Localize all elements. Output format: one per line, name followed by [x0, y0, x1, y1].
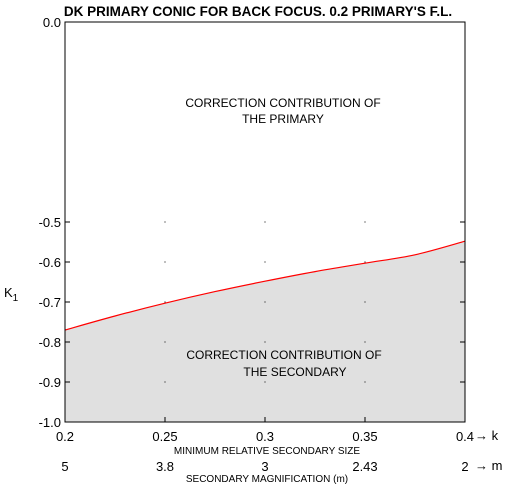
grid-dot [264, 221, 266, 223]
x2-axis-ticks: 5 3.8 3 2.43 2 [61, 459, 468, 474]
y-tick-label: 0.0 [43, 15, 61, 30]
x2-tick-label: 2 [461, 459, 468, 474]
grid-dot [164, 341, 166, 343]
grid-dot [164, 261, 166, 263]
y-tick-label: -0.5 [39, 215, 61, 230]
k1-curve-line [64, 240, 466, 331]
x-tick-label: 0.3 [256, 429, 274, 444]
grid-dot [364, 341, 366, 343]
x-axis-ticks: 0.2 0.25 0.3 0.35 0.4 [56, 417, 474, 444]
grid-dot [264, 261, 266, 263]
y-tick-label: -0.7 [39, 295, 61, 310]
primary-annotation-line2: THE PRIMARY [242, 112, 324, 126]
grid-dots [164, 221, 366, 383]
grid-dot [364, 381, 366, 383]
secondary-annotation-line1: CORRECTION CONTRIBUTION OF [186, 348, 381, 362]
x2-tick-label: 3.8 [156, 459, 174, 474]
grid-dot [364, 261, 366, 263]
y-axis-ticks: 0.0 -0.5 -0.6 -0.7 -0.8 -0.9 -1.0 [39, 15, 465, 430]
primary-annotation-line1: CORRECTION CONTRIBUTION OF [185, 96, 380, 110]
grid-dot [264, 301, 266, 303]
grid-dot [164, 381, 166, 383]
y-tick-label: -0.9 [39, 375, 61, 390]
x-tick-label: 0.2 [56, 429, 74, 444]
grid-dot [364, 221, 366, 223]
x2-axis-arrow-label: → m [475, 458, 502, 473]
grid-dot [264, 341, 266, 343]
grid-dot [164, 301, 166, 303]
secondary-contribution-area [65, 241, 465, 422]
x-tick-label: 0.4 [456, 429, 474, 444]
grid-dot [264, 381, 266, 383]
y-axis-label: K1 [4, 285, 19, 304]
y-tick-label: -1.0 [39, 415, 61, 430]
x2-tick-label: 3 [261, 459, 268, 474]
secondary-annotation-line2: THE SECONDARY [243, 365, 346, 379]
x2-tick-label: 2.43 [352, 459, 377, 474]
grid-dot [164, 221, 166, 223]
x-tick-label: 0.35 [352, 429, 377, 444]
y-tick-label: -0.6 [39, 255, 61, 270]
y-tick-label: -0.8 [39, 335, 61, 350]
y-axis-label-sub: 1 [13, 293, 19, 304]
x2-tick-label: 5 [61, 459, 68, 474]
x2-axis-title: SECONDARY MAGNIFICATION (m) [186, 474, 348, 485]
x-axis-arrow-label: → k [475, 428, 499, 443]
grid-dot [364, 301, 366, 303]
y-axis-label-main: K [4, 285, 13, 300]
x-tick-label: 0.25 [152, 429, 177, 444]
chart-title: DK PRIMARY CONIC FOR BACK FOCUS. 0.2 PRI… [64, 4, 452, 19]
x-axis-title: MINIMUM RELATIVE SECONDARY SIZE [174, 446, 360, 457]
